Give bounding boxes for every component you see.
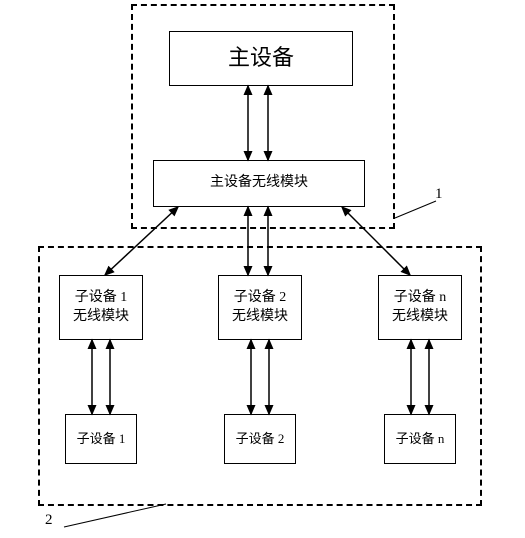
annotation-2: 2 bbox=[45, 512, 53, 529]
subn-box: 子设备 n bbox=[384, 414, 456, 464]
master-wl-box: 主设备无线模块 bbox=[153, 160, 365, 207]
sub2-wl-box: 子设备 2 无线模块 bbox=[218, 275, 302, 340]
sub1-wl-box: 子设备 1 无线模块 bbox=[59, 275, 143, 340]
subn-wl-box: 子设备 n 无线模块 bbox=[378, 275, 462, 340]
diagram-canvas: 主设备 主设备无线模块 子设备 1 无线模块 子设备 2 无线模块 子设备 n … bbox=[0, 0, 525, 538]
annotation-1: 1 bbox=[435, 186, 443, 203]
sub1-box: 子设备 1 bbox=[65, 414, 137, 464]
sub2-box: 子设备 2 bbox=[224, 414, 296, 464]
master-box: 主设备 bbox=[169, 31, 353, 86]
